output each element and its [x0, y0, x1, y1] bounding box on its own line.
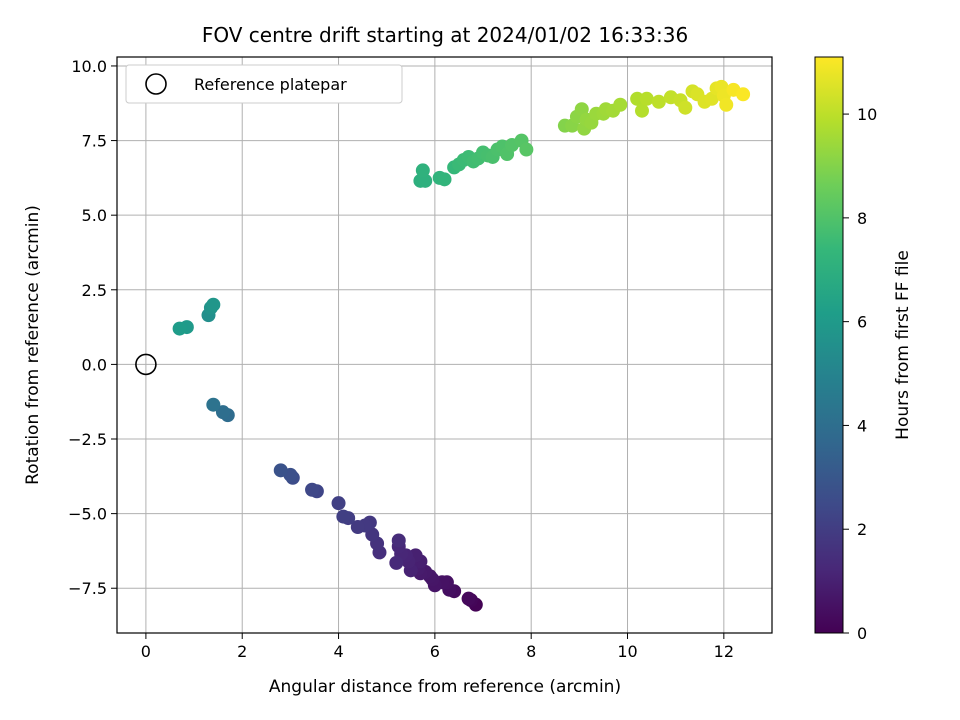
grid — [117, 57, 772, 633]
x-tick-label: 0 — [141, 642, 151, 661]
data-point — [350, 520, 365, 535]
colorbar-tick-label: 8 — [857, 209, 867, 228]
colorbar-ticks: 0 2 4 6 8 10 — [843, 105, 877, 643]
data-point — [704, 91, 719, 106]
colorbar-tick-label: 10 — [857, 105, 877, 124]
colorbar — [814, 56, 844, 634]
data-point — [461, 591, 476, 606]
legend-box — [125, 64, 403, 104]
data-point — [519, 142, 534, 157]
data-point — [331, 496, 346, 511]
chart-title: FOV centre drift starting at 2024/01/02 … — [202, 23, 688, 47]
x-axis-ticks: 0 2 4 6 8 10 12 — [141, 633, 734, 661]
y-tick-label: 10.0 — [71, 57, 107, 76]
legend-label-reference: Reference platepar — [194, 75, 347, 94]
plot-frame — [116, 56, 773, 634]
y-tick-label: 0.0 — [82, 355, 107, 374]
data-point — [418, 173, 433, 188]
y-tick-label: −5.0 — [68, 505, 107, 524]
colorbar-tick-label: 4 — [857, 416, 867, 435]
y-axis-ticks: −7.5 −5.0 −2.5 0.0 2.5 5.0 7.5 10.0 — [68, 57, 117, 598]
data-point — [437, 172, 452, 187]
data-point — [574, 102, 589, 117]
data-point — [391, 533, 406, 548]
colorbar-tick-label: 0 — [857, 624, 867, 643]
data-point — [613, 97, 628, 112]
data-point — [719, 97, 734, 112]
x-tick-label: 12 — [714, 642, 734, 661]
data-point — [336, 509, 351, 524]
y-tick-label: −2.5 — [68, 430, 107, 449]
plot-area — [117, 57, 772, 633]
data-point — [639, 91, 654, 106]
data-points — [172, 79, 751, 612]
legend-marker-reference — [145, 73, 167, 95]
data-point — [389, 555, 404, 570]
colorbar-tick-label: 6 — [857, 313, 867, 332]
data-point — [415, 163, 430, 178]
data-point — [736, 87, 751, 102]
data-point — [215, 405, 230, 420]
y-tick-label: 7.5 — [82, 132, 107, 151]
x-tick-label: 8 — [526, 642, 536, 661]
colorbar-tick-label: 2 — [857, 520, 867, 539]
colorbar-label: Hours from first FF file — [893, 250, 913, 440]
data-point — [305, 482, 320, 497]
y-tick-label: 2.5 — [82, 281, 107, 300]
y-tick-label: −7.5 — [68, 579, 107, 598]
x-tick-label: 2 — [237, 642, 247, 661]
x-axis-label: Angular distance from reference (arcmin) — [269, 677, 621, 697]
x-tick-label: 10 — [617, 642, 637, 661]
data-point — [634, 103, 649, 118]
y-tick-label: 5.0 — [82, 206, 107, 225]
data-point — [273, 463, 288, 478]
data-point — [206, 297, 221, 312]
x-tick-label: 6 — [430, 642, 440, 661]
reference-point-marker — [135, 353, 157, 376]
y-axis-label: Rotation from reference (arcmin) — [23, 205, 43, 485]
data-point — [206, 397, 221, 412]
legend: Reference platepar — [125, 64, 403, 104]
data-point — [678, 100, 693, 115]
x-tick-label: 4 — [333, 642, 343, 661]
data-point — [651, 94, 666, 109]
data-point — [172, 321, 187, 336]
data-point — [630, 91, 645, 106]
